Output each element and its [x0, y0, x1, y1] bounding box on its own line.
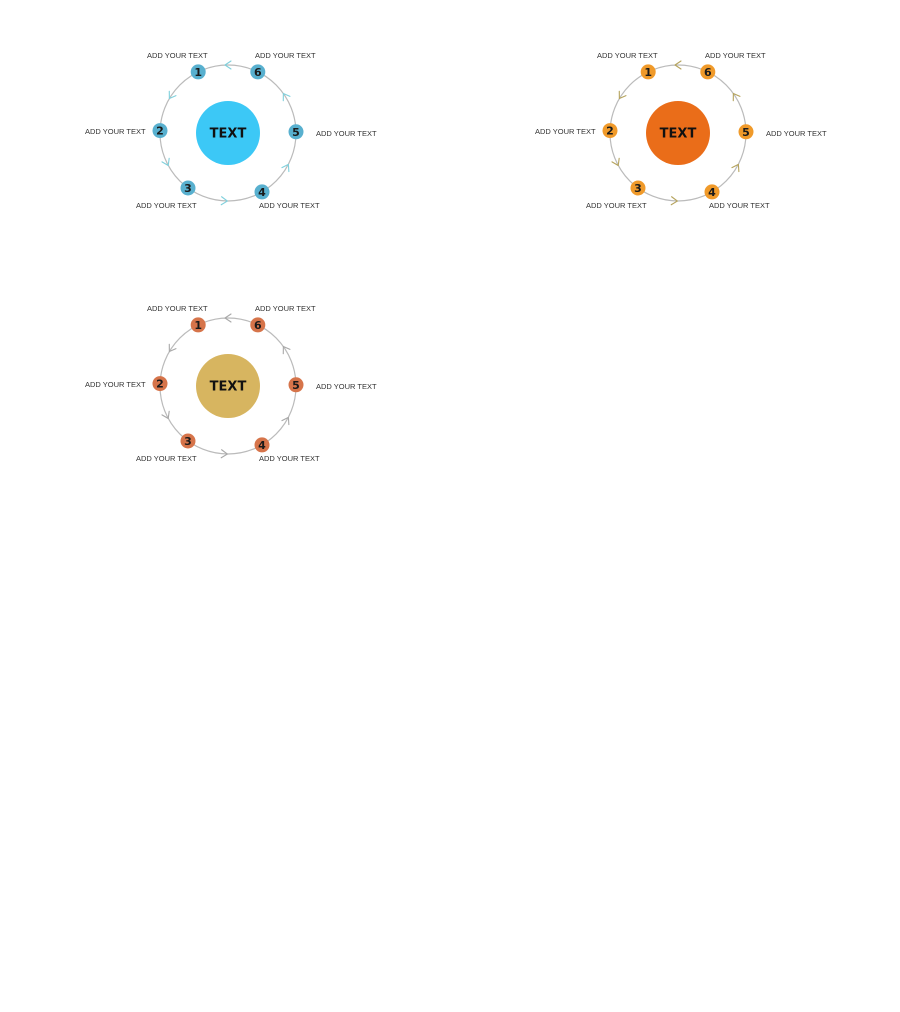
center-circle: [196, 101, 260, 165]
flow-arrow-icon: [224, 313, 232, 323]
step-label: ADD YOUR TEXT: [597, 51, 658, 60]
flow-arrow-icon: [282, 92, 291, 102]
step-label: ADD YOUR TEXT: [136, 454, 197, 463]
step-label: ADD YOUR TEXT: [316, 382, 377, 391]
center-circle: [196, 354, 260, 418]
flow-arrow-icon: [282, 345, 291, 355]
step-node: [180, 180, 196, 196]
step-number: 6: [254, 319, 262, 332]
flow-arrow-icon: [611, 157, 620, 167]
step-node: [152, 123, 168, 139]
flow-arrow-icon: [168, 90, 177, 100]
step-number: 3: [184, 182, 192, 195]
step-number: 2: [156, 125, 164, 138]
cycle-diagram: TEXT 1 ADD YOUR TEXT 2 ADD YOUR TEXT 3 ADD YOU…: [85, 51, 377, 210]
step-node: [190, 64, 206, 80]
step-number: 4: [258, 439, 266, 452]
flow-arrow-icon: [281, 163, 290, 173]
step-label: ADD YOUR TEXT: [85, 127, 146, 136]
step-number: 6: [704, 66, 712, 79]
flow-arrow-icon: [618, 90, 627, 100]
flow-arrow-icon: [168, 343, 177, 353]
step-label: ADD YOUR TEXT: [316, 129, 377, 138]
step-number: 5: [742, 126, 750, 139]
step-node: [250, 64, 266, 80]
step-node: [640, 64, 656, 80]
step-label: ADD YOUR TEXT: [705, 51, 766, 60]
step-node: [602, 123, 618, 139]
flow-arrow-icon: [161, 157, 170, 167]
step-node: [254, 437, 270, 453]
step-number: 4: [258, 186, 266, 199]
step-node: [180, 433, 196, 449]
step-node: [288, 124, 304, 140]
flow-arrow-icon: [220, 449, 228, 459]
step-number: 3: [634, 182, 642, 195]
center-text: TEXT: [210, 380, 247, 395]
step-label: ADD YOUR TEXT: [766, 129, 827, 138]
step-node: [700, 64, 716, 80]
center-circle: [646, 101, 710, 165]
step-label: ADD YOUR TEXT: [136, 201, 197, 210]
step-label: ADD YOUR TEXT: [259, 201, 320, 210]
step-number: 2: [156, 378, 164, 391]
step-number: 1: [194, 319, 202, 332]
step-node: [250, 317, 266, 333]
flow-arrow-icon: [220, 196, 228, 206]
step-node: [190, 317, 206, 333]
step-label: ADD YOUR TEXT: [255, 304, 316, 313]
flow-arrow-icon: [674, 60, 682, 70]
step-number: 3: [184, 435, 192, 448]
center-text: TEXT: [660, 127, 697, 142]
step-label: ADD YOUR TEXT: [535, 127, 596, 136]
step-node: [630, 180, 646, 196]
step-number: 5: [292, 126, 300, 139]
flow-arrow-icon: [670, 196, 678, 206]
center-text: TEXT: [210, 127, 247, 142]
flow-arrow-icon: [224, 60, 232, 70]
step-label: ADD YOUR TEXT: [85, 380, 146, 389]
flow-arrow-icon: [731, 163, 740, 173]
cycle-diagram: TEXT 1 ADD YOUR TEXT 2 ADD YOUR TEXT 3 ADD YOU…: [535, 51, 827, 210]
step-label: ADD YOUR TEXT: [259, 454, 320, 463]
step-node: [254, 184, 270, 200]
step-label: ADD YOUR TEXT: [147, 51, 208, 60]
flow-arrow-icon: [281, 416, 290, 426]
step-number: 1: [194, 66, 202, 79]
cycle-diagram: TEXT 1 ADD YOUR TEXT 2 ADD YOUR TEXT 3 ADD YOU…: [85, 304, 377, 463]
step-label: ADD YOUR TEXT: [709, 201, 770, 210]
step-number: 4: [708, 186, 716, 199]
step-label: ADD YOUR TEXT: [147, 304, 208, 313]
step-number: 5: [292, 379, 300, 392]
step-label: ADD YOUR TEXT: [255, 51, 316, 60]
step-label: ADD YOUR TEXT: [586, 201, 647, 210]
step-number: 2: [606, 125, 614, 138]
step-node: [152, 376, 168, 392]
flow-arrow-icon: [161, 410, 170, 420]
step-node: [288, 377, 304, 393]
flow-arrow-icon: [732, 92, 741, 102]
step-node: [704, 184, 720, 200]
step-node: [738, 124, 754, 140]
step-number: 6: [254, 66, 262, 79]
step-number: 1: [644, 66, 652, 79]
